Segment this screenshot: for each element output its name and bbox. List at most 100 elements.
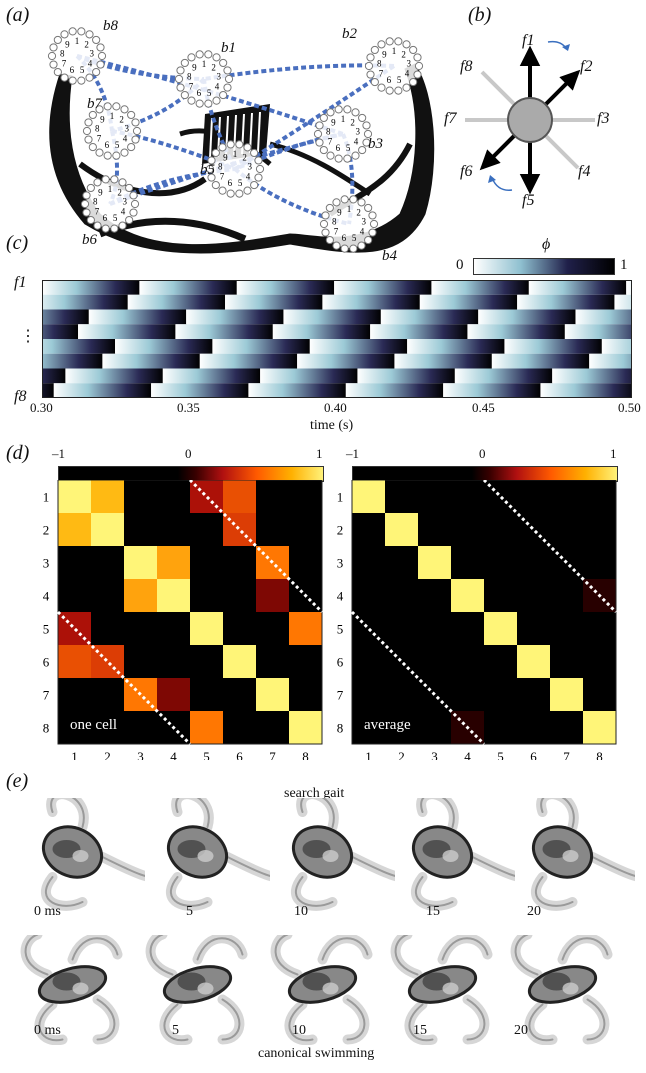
phase-cycle bbox=[504, 339, 602, 354]
ring-digit: 4 bbox=[121, 207, 126, 217]
phase-cycle bbox=[128, 295, 226, 310]
cell-2-8 bbox=[289, 513, 322, 546]
ring-digit: 4 bbox=[246, 172, 251, 182]
cell-6-1 bbox=[58, 645, 91, 678]
cell-1-6 bbox=[517, 480, 550, 513]
phase-cycle bbox=[248, 383, 346, 398]
cell-4-2 bbox=[385, 579, 418, 612]
cell-7-8 bbox=[583, 678, 616, 711]
row1-time-20: 20 bbox=[527, 904, 541, 920]
xtick: 6 bbox=[236, 749, 243, 760]
ring-digit: 9 bbox=[382, 50, 387, 60]
basal-body-b4: 1 23456789 bbox=[320, 196, 377, 252]
ring-digit: 5 bbox=[346, 143, 351, 153]
ring-digit: 9 bbox=[331, 118, 336, 128]
cell-6-8 bbox=[289, 645, 322, 678]
label-b5: b5 bbox=[200, 162, 215, 179]
ring-digit: 6 bbox=[103, 213, 108, 223]
cell-8-3 bbox=[418, 711, 451, 744]
kymo-row-f8 bbox=[42, 383, 632, 398]
xtick-0.45: 0.45 bbox=[472, 400, 495, 416]
ytick: 6 bbox=[43, 655, 50, 670]
phase-cycle bbox=[529, 280, 627, 295]
basal-body-b6: 1 23456789 bbox=[81, 176, 138, 232]
ring-digit: 9 bbox=[100, 115, 105, 125]
ring-digit: 4 bbox=[123, 134, 128, 144]
phase-cycle bbox=[455, 369, 553, 384]
phase-cycle bbox=[575, 310, 632, 325]
microscopy-frame bbox=[270, 935, 395, 1045]
cell-6-4 bbox=[157, 645, 190, 678]
ring-digit: 9 bbox=[98, 188, 103, 198]
ring-digit: 5 bbox=[115, 140, 120, 150]
ring-digit: 8 bbox=[332, 216, 337, 226]
cell-6-7 bbox=[550, 645, 583, 678]
label-b8: b8 bbox=[103, 18, 118, 35]
cell-3-2 bbox=[385, 546, 418, 579]
cell-5-7 bbox=[550, 612, 583, 645]
y-label-dots: ⋮ bbox=[20, 326, 36, 346]
ring-digit: 7 bbox=[95, 207, 100, 217]
phase-cycle bbox=[54, 383, 152, 398]
phase-cycle bbox=[175, 324, 273, 339]
ring-digit: 4 bbox=[354, 137, 359, 147]
label-f2: f2 bbox=[580, 58, 592, 76]
cell-3-4 bbox=[451, 546, 484, 579]
phase-cycle bbox=[297, 354, 395, 369]
cell-2-3 bbox=[418, 513, 451, 546]
panel-b-diagram bbox=[450, 20, 640, 220]
phase-cycle bbox=[42, 324, 79, 339]
ytick: 5 bbox=[43, 622, 50, 637]
cell-3-6 bbox=[517, 546, 550, 579]
xtick: 7 bbox=[269, 749, 276, 760]
cell-1-4 bbox=[451, 480, 484, 513]
ytick: 4 bbox=[43, 589, 50, 604]
xtick: 2 bbox=[398, 749, 405, 760]
row2-time-15: 15 bbox=[413, 1023, 427, 1039]
label-f5: f5 bbox=[522, 192, 534, 210]
xtick-0.40: 0.40 bbox=[324, 400, 347, 416]
phase-cycle bbox=[478, 310, 576, 325]
row1-time-0: 0 ms bbox=[34, 904, 61, 920]
cell-8-7 bbox=[256, 711, 289, 744]
ytick: 5 bbox=[337, 622, 344, 637]
ytick: 3 bbox=[337, 556, 344, 571]
ring-digit: 7 bbox=[62, 59, 67, 69]
row2-time-0: 0 ms bbox=[34, 1023, 61, 1039]
cell-2-4 bbox=[157, 513, 190, 546]
ring-digit: 1 bbox=[347, 204, 352, 214]
ring-digit: 3 bbox=[123, 196, 128, 206]
cbar-left-tick-min: –1 bbox=[52, 446, 65, 462]
cell-5-3 bbox=[418, 612, 451, 645]
phase-cycle bbox=[186, 310, 284, 325]
label-f4: f4 bbox=[578, 163, 590, 181]
cell-8-3 bbox=[124, 711, 157, 744]
cell-3-4 bbox=[157, 546, 190, 579]
cbar-left-tick-max: 1 bbox=[316, 446, 323, 462]
phase-cycle bbox=[163, 369, 261, 384]
cell-2-1 bbox=[352, 513, 385, 546]
phase-cycle bbox=[394, 354, 492, 369]
ytick: 6 bbox=[337, 655, 344, 670]
ring-digit: 1 bbox=[75, 36, 80, 46]
cell-8-7 bbox=[550, 711, 583, 744]
flagellum bbox=[443, 938, 488, 959]
microscopy-frame bbox=[510, 798, 635, 918]
phase-cycle bbox=[589, 354, 632, 369]
ytick: 1 bbox=[337, 490, 344, 505]
ring-digit: 9 bbox=[192, 63, 197, 73]
ytick: 4 bbox=[337, 589, 344, 604]
ring-digit: 6 bbox=[228, 178, 233, 188]
phase-cycle bbox=[381, 310, 479, 325]
phase-cycle bbox=[151, 383, 249, 398]
flagellum bbox=[323, 938, 368, 959]
ring-digit: 7 bbox=[328, 137, 333, 147]
cell-5-5 bbox=[190, 612, 223, 645]
cell-1-8 bbox=[583, 480, 616, 513]
ring-digit: 6 bbox=[387, 75, 392, 85]
phase-cycle bbox=[517, 295, 615, 310]
phase-cycle bbox=[420, 295, 518, 310]
cell-6-3 bbox=[124, 645, 157, 678]
corr-colorbar-left-ticks: –1 0 1 bbox=[58, 446, 324, 460]
